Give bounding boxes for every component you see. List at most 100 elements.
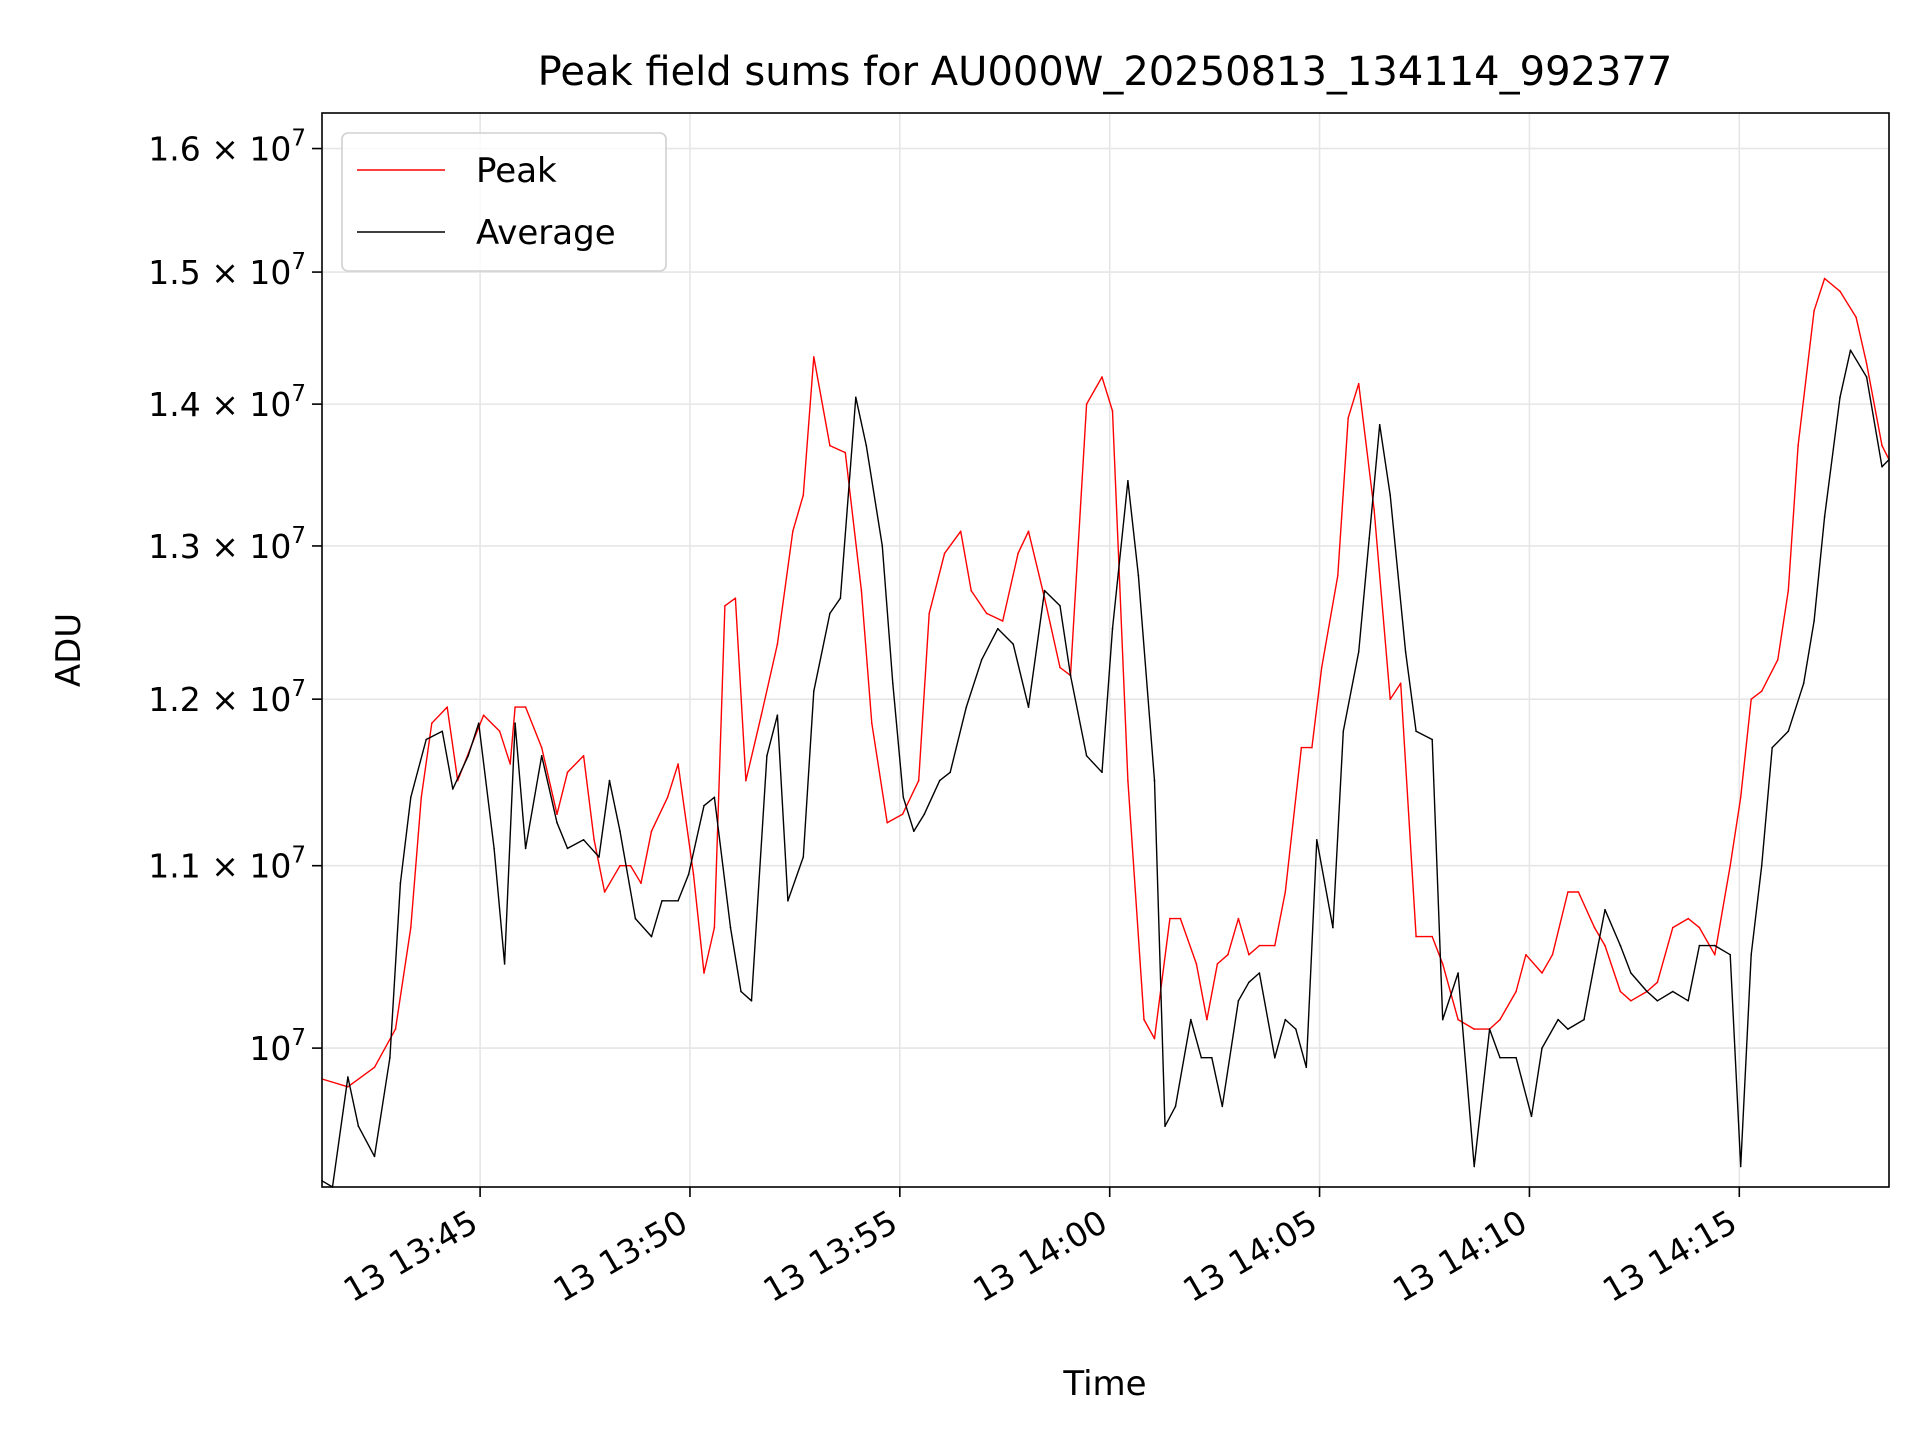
data-point-average — [661, 900, 663, 902]
data-point-peak — [1551, 953, 1554, 956]
data-point-peak — [985, 612, 988, 615]
data-point-peak — [692, 873, 695, 876]
data-point-peak — [1111, 410, 1114, 412]
data-point-peak — [1823, 277, 1826, 280]
data-point-peak — [1227, 953, 1229, 956]
plot-frame — [321, 112, 1890, 1188]
legend-label-average: Average — [476, 213, 616, 253]
data-point-peak — [1777, 658, 1779, 661]
data-point-peak — [1101, 376, 1103, 378]
data-point-peak — [498, 730, 501, 733]
data-point-peak — [593, 839, 595, 841]
data-point-average — [373, 1155, 376, 1158]
data-point-average — [389, 1056, 391, 1059]
data-point-peak — [1656, 981, 1659, 984]
data-point-average — [1881, 465, 1883, 468]
data-point-peak — [1750, 698, 1752, 700]
data-point-average — [514, 722, 516, 724]
data-point-average — [980, 658, 983, 661]
data-point-average — [1237, 1000, 1240, 1002]
data-point-peak — [1441, 963, 1444, 965]
data-point-peak — [1357, 382, 1360, 385]
data-point-average — [1305, 1066, 1308, 1069]
data-point-peak — [1274, 944, 1276, 947]
data-point-peak — [1729, 864, 1731, 867]
data-point-peak — [1473, 1028, 1475, 1030]
y-axis-label: ADU — [49, 613, 89, 687]
data-point-average — [1771, 746, 1773, 749]
data-point-peak — [917, 779, 920, 782]
data-point-peak — [1127, 779, 1129, 782]
data-point-average — [1415, 730, 1417, 733]
data-point-average — [1813, 620, 1815, 622]
data-point-peak — [1577, 891, 1580, 893]
data-point-average — [1557, 1018, 1559, 1021]
data-point-average — [740, 990, 742, 993]
data-point-peak — [1085, 403, 1088, 405]
data-point-average — [1332, 926, 1334, 929]
data-point-average — [1488, 1028, 1491, 1030]
data-point-average — [441, 730, 444, 733]
chart-title: Peak field sums for AU000W_20250813_1341… — [538, 49, 1673, 95]
data-point-average — [1672, 990, 1674, 993]
data-point-average — [1530, 1115, 1533, 1118]
data-point-peak — [734, 597, 737, 599]
data-point-peak — [582, 755, 585, 757]
data-point-average — [1153, 779, 1156, 782]
data-point-average — [1027, 706, 1030, 708]
data-point-average — [650, 935, 653, 938]
data-point-average — [540, 755, 543, 757]
data-point-average — [1012, 643, 1014, 645]
data-point-average — [1760, 864, 1763, 867]
data-point-average — [1404, 651, 1407, 653]
data-point-average — [1200, 1056, 1203, 1059]
y-tick-label: 1.5 × 107 — [148, 249, 306, 292]
data-point-peak — [1431, 935, 1433, 938]
data-point-average — [452, 788, 454, 790]
data-point-peak — [347, 1086, 349, 1088]
data-point-average — [1583, 1018, 1585, 1021]
data-point-average — [1729, 953, 1731, 956]
data-point-average — [1698, 944, 1701, 947]
data-point-peak — [860, 589, 863, 592]
data-point-peak — [540, 746, 543, 749]
y-tick-label: 1.3 × 107 — [148, 523, 306, 566]
data-point-peak — [1300, 746, 1303, 749]
data-point-average — [619, 830, 621, 832]
data-point-peak — [829, 444, 831, 447]
data-point-peak — [1337, 574, 1339, 577]
data-point-average — [949, 771, 951, 774]
data-point-average — [750, 1000, 753, 1002]
data-point-average — [1295, 1028, 1297, 1030]
data-point-average — [703, 804, 705, 807]
data-point-average — [477, 722, 480, 724]
x-axis-label: Time — [1062, 1364, 1146, 1404]
data-point-average — [1714, 944, 1716, 947]
data-point-average — [347, 1076, 349, 1078]
data-point-peak — [1237, 917, 1240, 920]
data-point-peak — [1195, 963, 1198, 965]
data-point-peak — [482, 714, 485, 716]
data-point-average — [1604, 908, 1606, 911]
data-point-peak — [844, 451, 847, 454]
data-point-average — [677, 900, 679, 902]
data-point-peak — [603, 891, 606, 893]
series-line-average — [321, 349, 1890, 1188]
data-point-average — [1739, 1165, 1742, 1168]
data-point-average — [1567, 1028, 1569, 1030]
data-point-peak — [1399, 682, 1402, 685]
data-point-peak — [1865, 362, 1868, 365]
data-point-average — [1211, 1056, 1213, 1059]
data-point-peak — [1216, 963, 1219, 965]
data-point-peak — [1206, 1018, 1208, 1021]
legend: Peak Average — [341, 132, 667, 272]
data-point-average — [839, 597, 842, 599]
data-point-average — [1111, 627, 1114, 630]
data-point-average — [1515, 1056, 1517, 1059]
data-point-average — [1085, 755, 1088, 757]
data-point-peak — [1311, 746, 1313, 749]
data-point-peak — [928, 612, 930, 615]
data-point-peak — [703, 972, 705, 974]
data-point-average — [1043, 589, 1046, 592]
data-point-peak — [410, 926, 412, 929]
